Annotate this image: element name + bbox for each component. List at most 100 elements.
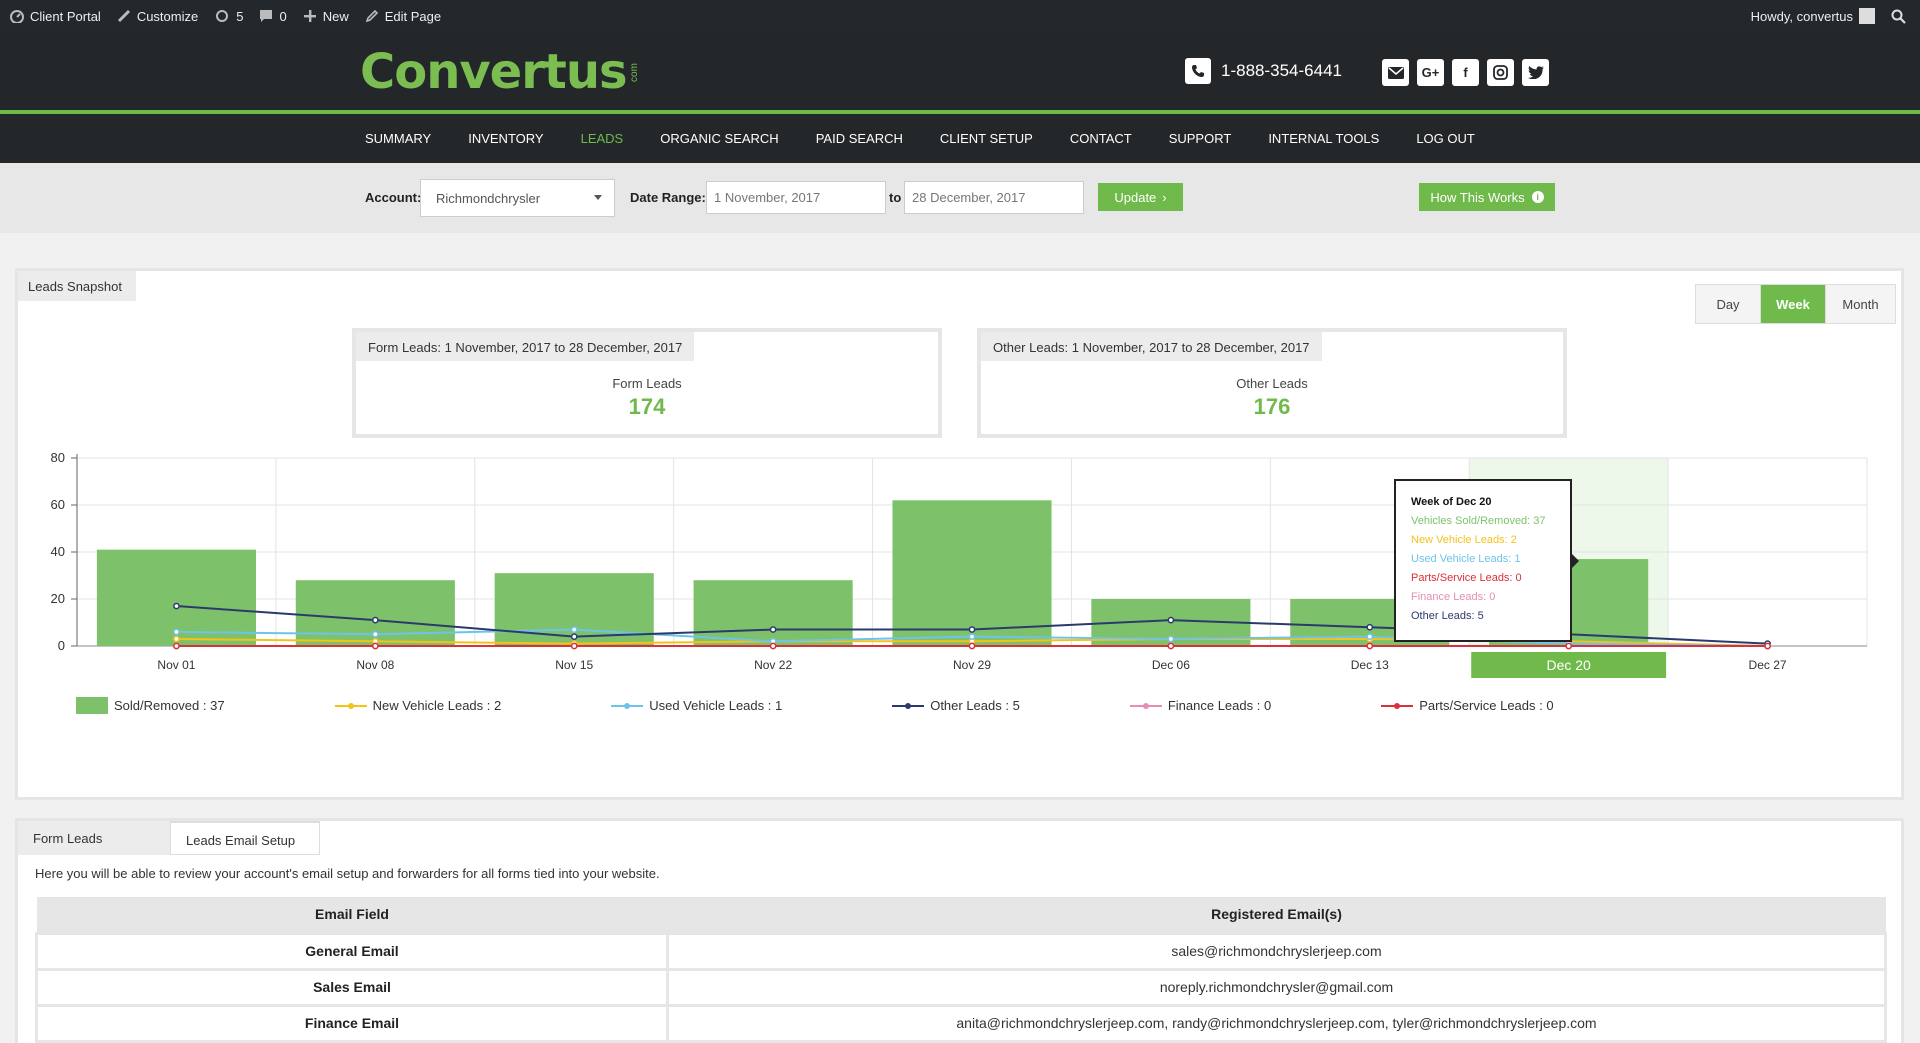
series-point [173,628,180,636]
admin-new[interactable]: New [295,0,357,32]
admin-greeting: Howdy, convertus [1750,8,1853,24]
series-point [371,642,379,650]
registered-emails: anita@richmondchryslerjeep.com, randy@ri… [666,1003,1887,1043]
x-tick-label: Nov 29 [953,658,991,672]
leads-snapshot-panel: Leads Snapshot Day Week Month Form Leads… [15,268,1904,800]
date-to-input[interactable] [904,181,1084,214]
admin-new-label: New [322,8,349,24]
update-button[interactable]: Update › [1098,183,1183,211]
updates-icon [216,10,229,22]
admin-account[interactable]: Howdy, convertus [1743,0,1883,32]
column-email-field: Email Field [36,897,668,933]
bar [693,580,853,646]
header-divider [0,110,1920,114]
email-icon[interactable] [1382,59,1409,86]
nav-log-out[interactable]: LOG OUT [1416,131,1475,146]
period-day-button[interactable]: Day [1696,285,1761,323]
site-logo[interactable]: Convertus com [360,44,643,100]
y-tick-label: 0 [58,638,65,653]
how-this-works-button[interactable]: How This Works i [1419,183,1555,211]
series-point [1565,642,1573,650]
legend-item[interactable]: New Vehicle Leads : 2 [334,698,502,713]
legend-item[interactable]: Sold/Removed : 37 [76,697,225,714]
series-point [968,642,976,650]
series-point [1167,635,1175,643]
tab-leads-email-setup[interactable]: Leads Email Setup [170,821,320,855]
date-from-input[interactable] [706,181,886,214]
tooltip-pointer [1571,553,1579,569]
email-panel-tabs: Form Leads Leads Email Setup [18,821,320,855]
tooltip-title: Week of Dec 20 [1411,496,1492,508]
admin-search[interactable] [1883,0,1920,32]
phone-number: 1-888-354-6441 [1221,61,1342,80]
legend-label: Parts/Service Leads : 0 [1419,698,1554,713]
admin-updates[interactable]: 5 [206,0,251,32]
email-setup-panel: Form Leads Leads Email Setup Here you wi… [15,818,1904,1043]
nav-client-setup[interactable]: CLIENT SETUP [939,131,1033,146]
legend-item[interactable]: Finance Leads : 0 [1129,698,1272,713]
legend-marker [347,702,354,709]
logo-suffix: com [628,62,640,82]
legend-item[interactable]: Used Vehicle Leads : 1 [611,698,782,713]
nav-organic-search[interactable]: ORGANIC SEARCH [660,131,779,146]
nav-inventory[interactable]: INVENTORY [468,131,544,146]
legend-label: Finance Leads : 0 [1167,698,1272,713]
social-links: G+ f [1382,59,1549,86]
legend-item[interactable]: Parts/Service Leads : 0 [1381,698,1554,713]
other-leads-summary: Other Leads: 1 November, 2017 to 28 Dece… [977,328,1567,438]
other-leads-summary-label: Other Leads [1236,376,1308,391]
legend-swatch [1129,702,1162,709]
admin-edit-page[interactable]: Edit Page [357,0,449,32]
leads-snapshot-tab[interactable]: Leads Snapshot [18,271,136,301]
period-toggle: Day Week Month [1695,284,1896,324]
period-week-button[interactable]: Week [1761,285,1826,323]
email-table: Email Field Registered Email(s) General … [35,897,1887,1043]
period-month-button[interactable]: Month [1826,285,1895,323]
admin-updates-count: 5 [236,8,244,24]
other-leads-summary-value: 176 [1253,394,1291,419]
tab-form-leads[interactable]: Form Leads [18,821,170,855]
tooltip-line: Used Vehicle Leads: 1 [1411,553,1521,565]
admin-comments[interactable]: 0 [251,0,294,32]
series-point [1167,616,1175,624]
chevron-down-icon [594,195,602,200]
x-tick-label: Nov 01 [157,658,195,672]
x-tick-label: Dec 27 [1749,658,1787,672]
site-header: Convertus com 1-888-354-6441 [0,32,1920,110]
y-tick-label: 40 [51,544,65,559]
facebook-icon[interactable]: f [1452,59,1479,86]
form-leads-summary-header: Form Leads: 1 November, 2017 to 28 Decem… [356,332,695,361]
twitter-icon[interactable] [1522,59,1549,86]
series-point [769,642,777,650]
series-point [173,635,180,643]
nav-internal-tools[interactable]: INTERNAL TOOLS [1268,131,1380,146]
email-setup-intro: Here you will be able to review your acc… [35,866,660,881]
account-select[interactable]: Richmondchrysler [420,179,615,217]
google-plus-icon[interactable]: G+ [1417,59,1444,86]
date-to-label: to [889,190,902,205]
nav-paid-search[interactable]: PAID SEARCH [815,131,903,146]
series-point [1366,633,1374,640]
legend-item[interactable]: Other Leads : 5 [892,698,1020,713]
legend-label: New Vehicle Leads : 2 [372,698,502,713]
column-registered-emails: Registered Email(s) [667,897,1886,933]
admin-client-portal[interactable]: Client Portal [2,0,109,32]
series-point [1764,642,1771,650]
nav-contact[interactable]: CONTACT [1069,131,1132,146]
other-leads-summary-header: Other Leads: 1 November, 2017 to 28 Dece… [981,332,1322,361]
nav-summary[interactable]: SUMMARY [365,131,432,146]
nav-support[interactable]: SUPPORT [1168,131,1232,146]
form-leads-summary-value: 174 [628,394,666,419]
header-phone[interactable]: 1-888-354-6441 [1185,58,1342,84]
admin-bar: Client Portal Customize 5 0 New Edit Pag… [0,0,1920,32]
x-tick-label: Nov 22 [754,658,792,672]
email-field-name: Sales Email [35,967,669,1007]
chart-tooltip: Week of Dec 20 Vehicles Sold/Removed: 37… [1394,479,1579,642]
bar [892,500,1052,646]
nav-leads[interactable]: LEADS [580,131,624,146]
tooltip-line: Other Leads: 5 [1411,610,1484,622]
admin-customize[interactable]: Customize [109,0,206,32]
instagram-icon[interactable] [1487,59,1514,86]
series-point [1366,642,1374,650]
filter-bar: Account: Richmondchrysler Date Range: to… [0,163,1920,233]
